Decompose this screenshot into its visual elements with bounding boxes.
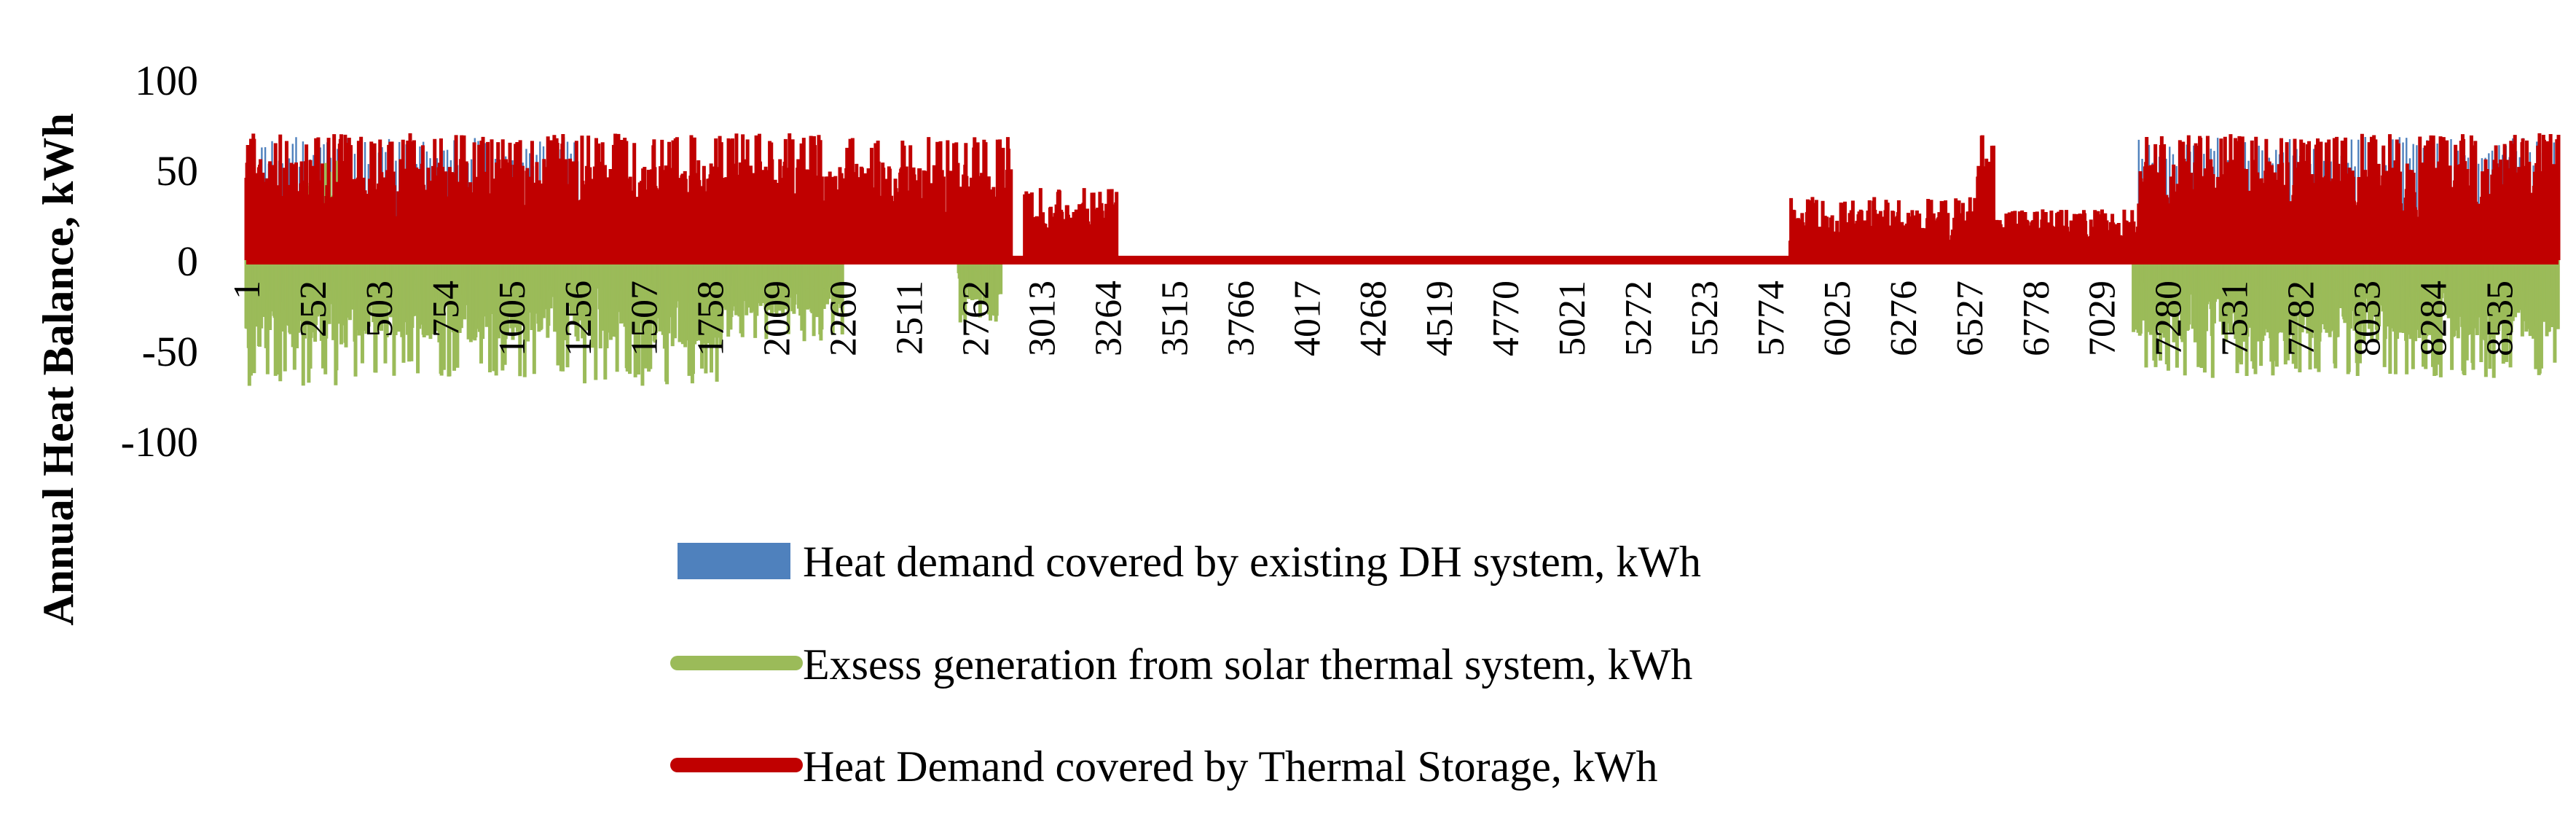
x-tick-label: 6527	[1949, 281, 1991, 356]
x-tick-label: 2009	[757, 281, 798, 356]
x-tick-label: 8284	[2414, 281, 2455, 356]
x-tick-label: 1256	[558, 281, 600, 356]
x-tick-label: 3766	[1220, 281, 1262, 356]
x-tick-label: 3515	[1154, 281, 1195, 356]
x-tick-label: 2762	[956, 281, 997, 356]
y-tick-label: -50	[142, 328, 198, 375]
x-tick-labels: 1 252 503 754 1005 1256 1507 1758 2009 2260 2511 27…	[227, 281, 2521, 356]
legend-swatch-blue	[678, 543, 790, 579]
x-tick-label: 2511	[890, 281, 931, 355]
y-axis-title: Annual Heat Balance, kWh	[34, 113, 82, 625]
legend-item-solar: Exsess generation from solar thermal sys…	[670, 640, 1692, 689]
x-tick-label: 7782	[2281, 281, 2322, 356]
x-tick-label: 5272	[1618, 281, 1660, 356]
x-tick-label: 4017	[1287, 281, 1328, 356]
legend-item-storage: Heat Demand covered by Thermal Storage, …	[670, 742, 1657, 791]
x-tick-label: 6025	[1817, 281, 1858, 356]
x-tick-label: 4268	[1353, 281, 1394, 356]
x-tick-label: 1	[227, 281, 268, 299]
y-tick-label: 100	[135, 57, 198, 104]
x-tick-label: 5021	[1552, 281, 1593, 356]
x-tick-label: 6276	[1883, 281, 1925, 356]
y-tick-label: 50	[156, 147, 198, 195]
x-tick-label: 8033	[2347, 281, 2389, 356]
x-tick-label: 1758	[691, 281, 732, 356]
x-tick-label: 5774	[1751, 281, 1792, 356]
x-tick-label: 3264	[1088, 281, 1129, 356]
y-tick-label: 0	[177, 238, 198, 285]
x-tick-label: 4519	[1419, 281, 1461, 356]
x-tick-label: 7029	[2082, 281, 2124, 356]
x-tick-label: 503	[359, 281, 401, 337]
legend: Heat demand covered by existing DH syste…	[670, 538, 1701, 791]
x-tick-label: 5523	[1684, 281, 1726, 356]
legend-label: Heat demand covered by existing DH syste…	[803, 538, 1701, 586]
x-tick-label: 8535	[2479, 281, 2521, 356]
x-tick-label: 754	[425, 281, 467, 337]
y-tick-labels: 100 50 0 -50 -100	[121, 57, 198, 466]
x-tick-label: 252	[293, 281, 334, 337]
x-tick-label: 2260	[823, 281, 865, 356]
x-tick-label: 7531	[2215, 281, 2256, 356]
x-tick-label: 1005	[492, 281, 533, 356]
x-tick-label: 1507	[624, 281, 666, 356]
series-thermal-storage	[244, 133, 2561, 260]
legend-label: Heat Demand covered by Thermal Storage, …	[803, 742, 1657, 791]
x-tick-label: 7280	[2148, 281, 2190, 356]
legend-item-dh: Heat demand covered by existing DH syste…	[678, 538, 1701, 586]
x-tick-label: 6778	[2016, 281, 2057, 356]
x-tick-label: 4770	[1485, 281, 1527, 356]
legend-label: Exsess generation from solar thermal sys…	[803, 640, 1692, 689]
y-tick-label: -100	[121, 418, 198, 466]
x-tick-label: 3013	[1021, 281, 1063, 356]
